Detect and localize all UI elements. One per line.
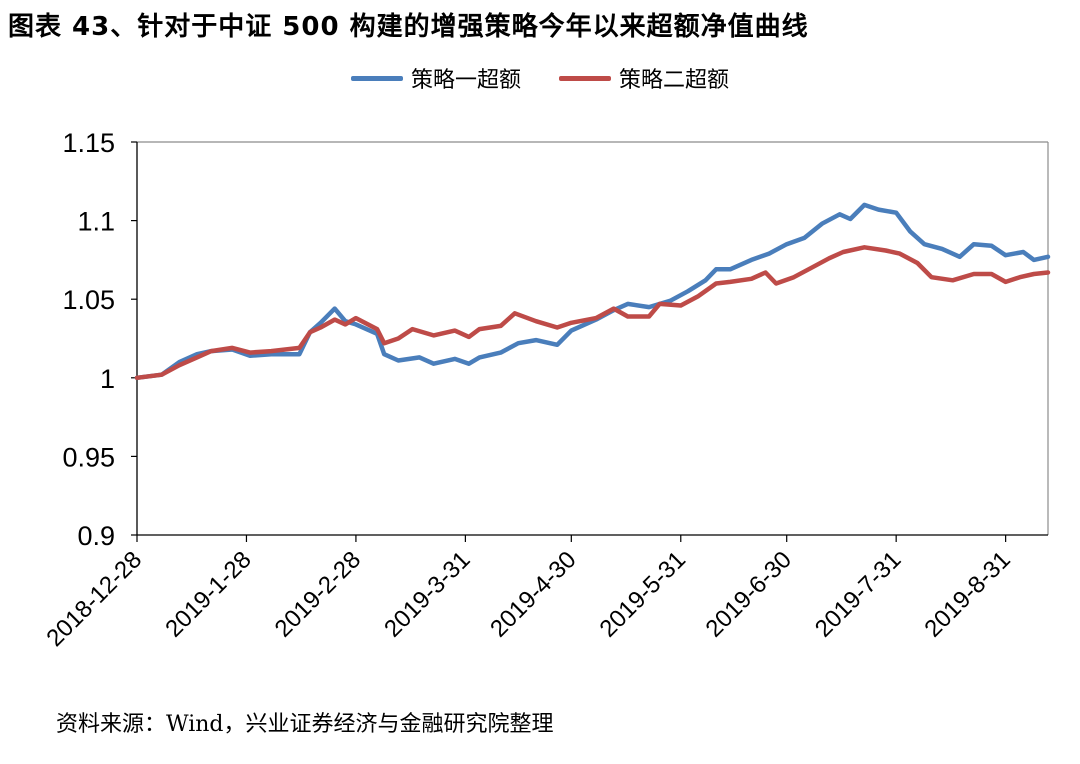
y-tick-label: 1.1 bbox=[77, 207, 115, 237]
series-lines bbox=[134, 202, 1051, 381]
chart-legend: 策略一超额 策略二超额 bbox=[0, 62, 1080, 94]
plot-frame bbox=[137, 141, 1049, 535]
y-tick-label: 1 bbox=[100, 364, 115, 394]
legend-label-series-2: 策略二超额 bbox=[619, 68, 730, 93]
x-tick-label: 2019-4-30 bbox=[485, 546, 581, 642]
x-tick-label: 2019-1-28 bbox=[160, 546, 256, 642]
x-tick-label: 2019-3-31 bbox=[379, 546, 475, 642]
legend-swatch-series-1 bbox=[350, 75, 403, 81]
legend-item-series-1: 策略一超额 bbox=[350, 62, 521, 94]
figure-title: 图表 43、针对于中证 500 构建的增强策略今年以来超额净值曲线 bbox=[8, 12, 809, 42]
y-tick-label: 0.95 bbox=[62, 442, 115, 472]
y-tick-label: 1.15 bbox=[62, 128, 115, 158]
legend-swatch-series-2 bbox=[559, 75, 611, 81]
series-line-2 bbox=[134, 245, 1051, 381]
x-tick-label: 2019-8-31 bbox=[919, 546, 1015, 642]
source-note: 资料来源：Wind，兴业证券经济与金融研究院整理 bbox=[56, 712, 554, 737]
x-tick-label: 2019-6-30 bbox=[700, 546, 796, 642]
x-tick-label: 2018-12-28 bbox=[41, 546, 147, 652]
x-tick-label: 2019-7-31 bbox=[810, 546, 906, 642]
x-tick-label: 2019-2-28 bbox=[270, 546, 366, 642]
y-tick-label: 0.9 bbox=[77, 521, 115, 551]
x-axis: 2018-12-28 2019-1-28 2019-2-28 2019-3-31 201… bbox=[41, 534, 1048, 652]
y-axis: 1.15 1.1 1.05 1 0.95 0.9 bbox=[62, 128, 138, 551]
legend-label-series-1: 策略一超额 bbox=[410, 68, 521, 93]
x-tick-label: 2019-5-31 bbox=[595, 546, 691, 642]
y-tick-label: 1.05 bbox=[62, 285, 115, 315]
legend-item-series-2: 策略二超额 bbox=[559, 62, 729, 94]
